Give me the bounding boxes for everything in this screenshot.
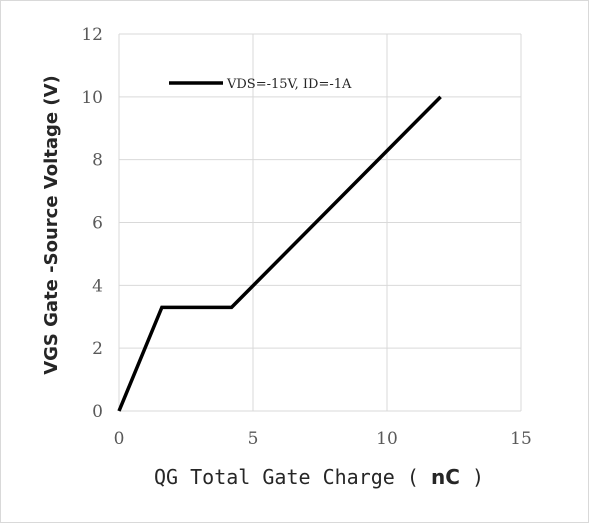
x-axis-title: QG Total Gate Charge ( nC ) (154, 465, 484, 489)
y-tick-label: 4 (92, 276, 103, 296)
x-axis-title-unit: nC (431, 465, 460, 489)
gridlines (118, 33, 522, 412)
y-axis-title: VGS Gate -Source Voltage (V) (41, 75, 62, 375)
x-tick-label: 5 (248, 429, 259, 449)
series-lines (117, 95, 442, 412)
x-axis-title-main: QG Total Gate Charge (154, 465, 395, 489)
y-tick-label: 2 (92, 339, 103, 359)
legend-label: VDS=-15V, ID=-1A (226, 77, 352, 92)
y-tick-label: 10 (81, 88, 103, 108)
x-tick-labels: 0 5 10 15 (114, 429, 532, 449)
series-line (117, 95, 442, 412)
y-tick-label: 12 (81, 25, 103, 45)
x-tick-label: 10 (376, 429, 398, 449)
y-tick-label: 0 (92, 402, 103, 422)
legend: VDS=-15V, ID=-1A (169, 77, 352, 92)
x-tick-label: 15 (510, 429, 532, 449)
x-axis-title-unit-close: ) (472, 465, 484, 489)
x-axis-title-unit-open: ( (407, 465, 419, 489)
y-tick-label: 8 (92, 151, 103, 171)
x-tick-label: 0 (114, 429, 125, 449)
y-tick-labels: 0 2 4 6 8 10 12 (81, 25, 103, 422)
y-tick-label: 6 (92, 214, 103, 234)
